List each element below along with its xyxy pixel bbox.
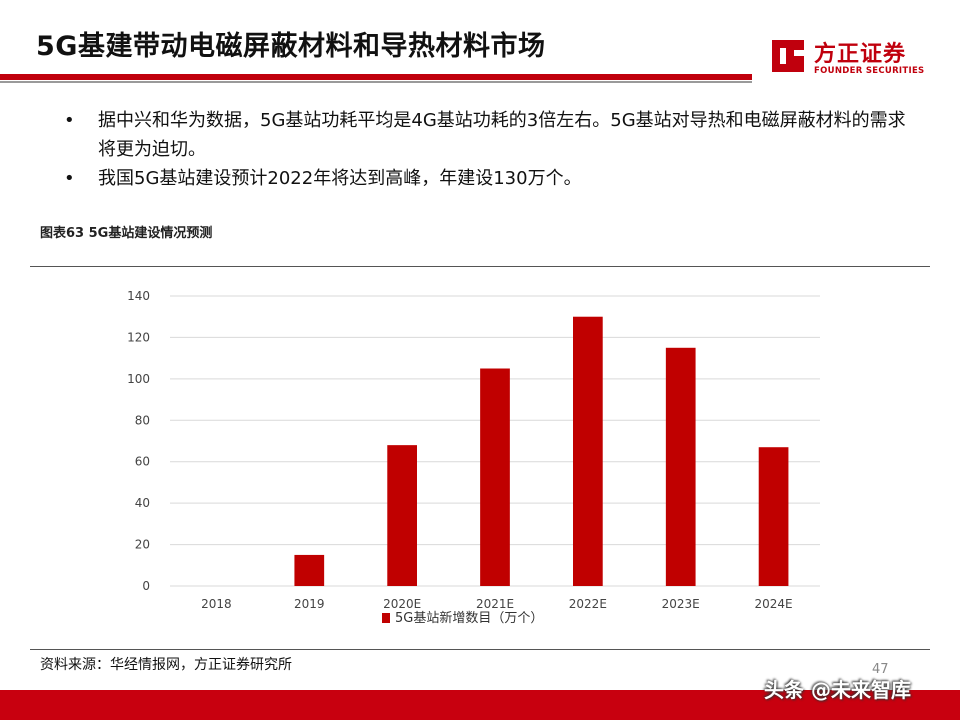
figure-bottom-rule: [30, 649, 930, 650]
founder-logo-icon: [772, 40, 804, 72]
x-tick-label: 2019: [294, 597, 325, 611]
bar: [480, 368, 510, 586]
bullet-item: • 我国5G基站建设预计2022年将达到高峰，年建设130万个。: [62, 164, 922, 193]
x-tick-label: 2018: [201, 597, 232, 611]
x-tick-label: 2024E: [755, 597, 793, 611]
logo-english-name: FOUNDER SECURITIES: [814, 66, 925, 76]
page-number: 47: [872, 662, 889, 677]
y-tick-label: 100: [127, 372, 150, 386]
bar: [665, 347, 696, 586]
watermark-text: 头条 @未来智库: [764, 678, 911, 702]
legend-label: 5G基站新增数目（万个）: [395, 610, 543, 626]
title-rule: [0, 74, 752, 80]
bullet-text: 据中兴和华为数据，5G基站功耗平均是4G基站功耗的3倍左右。5G基站对导热和电磁…: [98, 110, 906, 160]
y-tick-label: 140: [127, 289, 150, 303]
legend-swatch: [382, 613, 390, 623]
figure-top-rule: [30, 266, 930, 267]
logo-chinese-name: 方正证券: [814, 42, 907, 67]
founder-securities-logo: 方正证券 FOUNDER SECURITIES: [768, 36, 938, 82]
bar: [573, 316, 603, 586]
x-tick-label: 2023E: [662, 597, 700, 611]
x-tick-label: 2022E: [569, 597, 607, 611]
x-tick-label: 2020E: [383, 597, 421, 611]
y-tick-label: 0: [142, 579, 150, 593]
bullet-dot: •: [64, 168, 75, 189]
bullet-dot: •: [64, 110, 75, 131]
figure-caption: 图表63 5G基站建设情况预测: [40, 226, 213, 241]
y-tick-label: 40: [135, 496, 150, 510]
footer-band: [0, 690, 960, 720]
bar: [294, 554, 325, 586]
bar: [387, 445, 417, 586]
x-tick-label: 2021E: [476, 597, 514, 611]
title-rule-thin: [0, 81, 752, 83]
y-tick-label: 20: [135, 538, 150, 552]
y-tick-label: 120: [127, 330, 150, 344]
y-tick-label: 80: [135, 413, 150, 427]
bar-chart: 0 20 40 60 80 100 120 140 2018 2019 2020E 2021E 2022…: [127, 289, 820, 626]
bullet-list: • 据中兴和华为数据，5G基站功耗平均是4G基站功耗的3倍左右。5G基站对导热和…: [62, 106, 922, 193]
page-title: 5G基建带动电磁屏蔽材料和导热材料市场: [36, 31, 546, 62]
bullet-item: • 据中兴和华为数据，5G基站功耗平均是4G基站功耗的3倍左右。5G基站对导热和…: [62, 106, 922, 164]
bullet-text: 我国5G基站建设预计2022年将达到高峰，年建设130万个。: [98, 168, 582, 189]
bar: [758, 447, 789, 586]
source-note: 资料来源：华经情报网，方正证券研究所: [40, 657, 292, 673]
y-tick-label: 60: [135, 455, 150, 469]
